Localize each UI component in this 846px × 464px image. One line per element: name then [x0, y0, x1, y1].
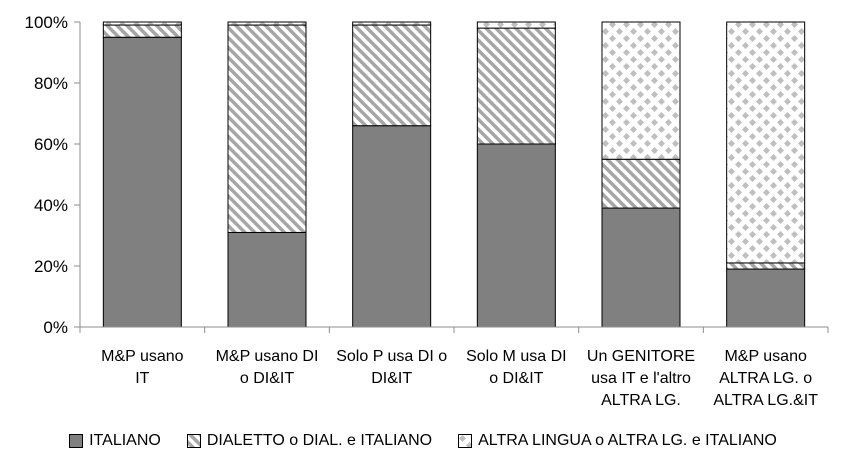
- bar-segment-1: [476, 143, 556, 328]
- y-tick-label: 60%: [34, 135, 68, 154]
- bar-segment-1: [352, 125, 432, 328]
- x-category-label: Solo M usa DI o DI&IT: [466, 348, 566, 387]
- bar-segment-2: [102, 24, 182, 38]
- bar-segment-1: [102, 36, 182, 328]
- bar-segment-2: [352, 24, 432, 127]
- y-tick-label: 100%: [25, 13, 68, 32]
- bar-segment-2: [726, 262, 806, 270]
- bar-segment-3: [476, 21, 556, 29]
- y-axis: 0% 20% 40% 60% 80% 100%: [25, 13, 81, 337]
- bar-segment-3: [726, 21, 806, 264]
- legend-label: DIALETTO o DIAL. e ITALIANO: [206, 432, 433, 449]
- bar-segment-2: [227, 24, 307, 233]
- y-tick-label: 40%: [34, 196, 68, 215]
- bars: [102, 21, 806, 328]
- bar-segment-3: [227, 21, 307, 26]
- y-tick-label: 0%: [43, 318, 68, 337]
- bar-segment-3: [102, 21, 182, 26]
- bar-segment-1: [227, 231, 307, 328]
- x-category-label: M&P usano DI o DI&IT: [216, 348, 319, 387]
- legend-swatch: [458, 434, 473, 448]
- bar-segment-3: [601, 21, 681, 160]
- bar-segment-3: [352, 21, 432, 26]
- y-tick-label: 80%: [34, 74, 68, 93]
- legend-swatch: [69, 434, 84, 448]
- legend-swatch: [186, 434, 201, 448]
- bar-segment-2: [601, 158, 681, 209]
- x-category-label: M&P usano IT: [101, 348, 184, 387]
- stacked-bar-chart: 0% 20% 40% 60% 80% 100% M&P usano IT M&P usano …: [25, 13, 829, 409]
- x-category-label: M&P usano ALTRA LG. o ALTRA LG.&IT: [713, 348, 818, 409]
- legend-label: ALTRA LINGUA o ALTRA LG. e ITALIANO: [478, 432, 777, 449]
- x-category-label: Solo P usa DI o DI&IT: [336, 348, 447, 387]
- bar-segment-1: [601, 207, 681, 328]
- legend-label: ITALIANO: [89, 432, 161, 449]
- legend-item: ALTRA LINGUA o ALTRA LG. e ITALIANO: [458, 432, 777, 450]
- y-tick-label: 20%: [34, 257, 68, 276]
- bar-segment-2: [476, 27, 556, 145]
- x-axis: M&P usano IT M&P usano DI o DI&IT Solo P usa…: [79, 326, 829, 409]
- legend-item: ITALIANO: [69, 432, 161, 450]
- bar-segment-1: [726, 268, 806, 328]
- legend-item: DIALETTO o DIAL. e ITALIANO: [186, 432, 433, 450]
- legend: ITALIANO DIALETTO o DIAL. e ITALIANO ALTRA…: [0, 426, 846, 456]
- x-category-label: Un GENITORE usa IT e l'altro ALTRA LG.: [587, 348, 695, 409]
